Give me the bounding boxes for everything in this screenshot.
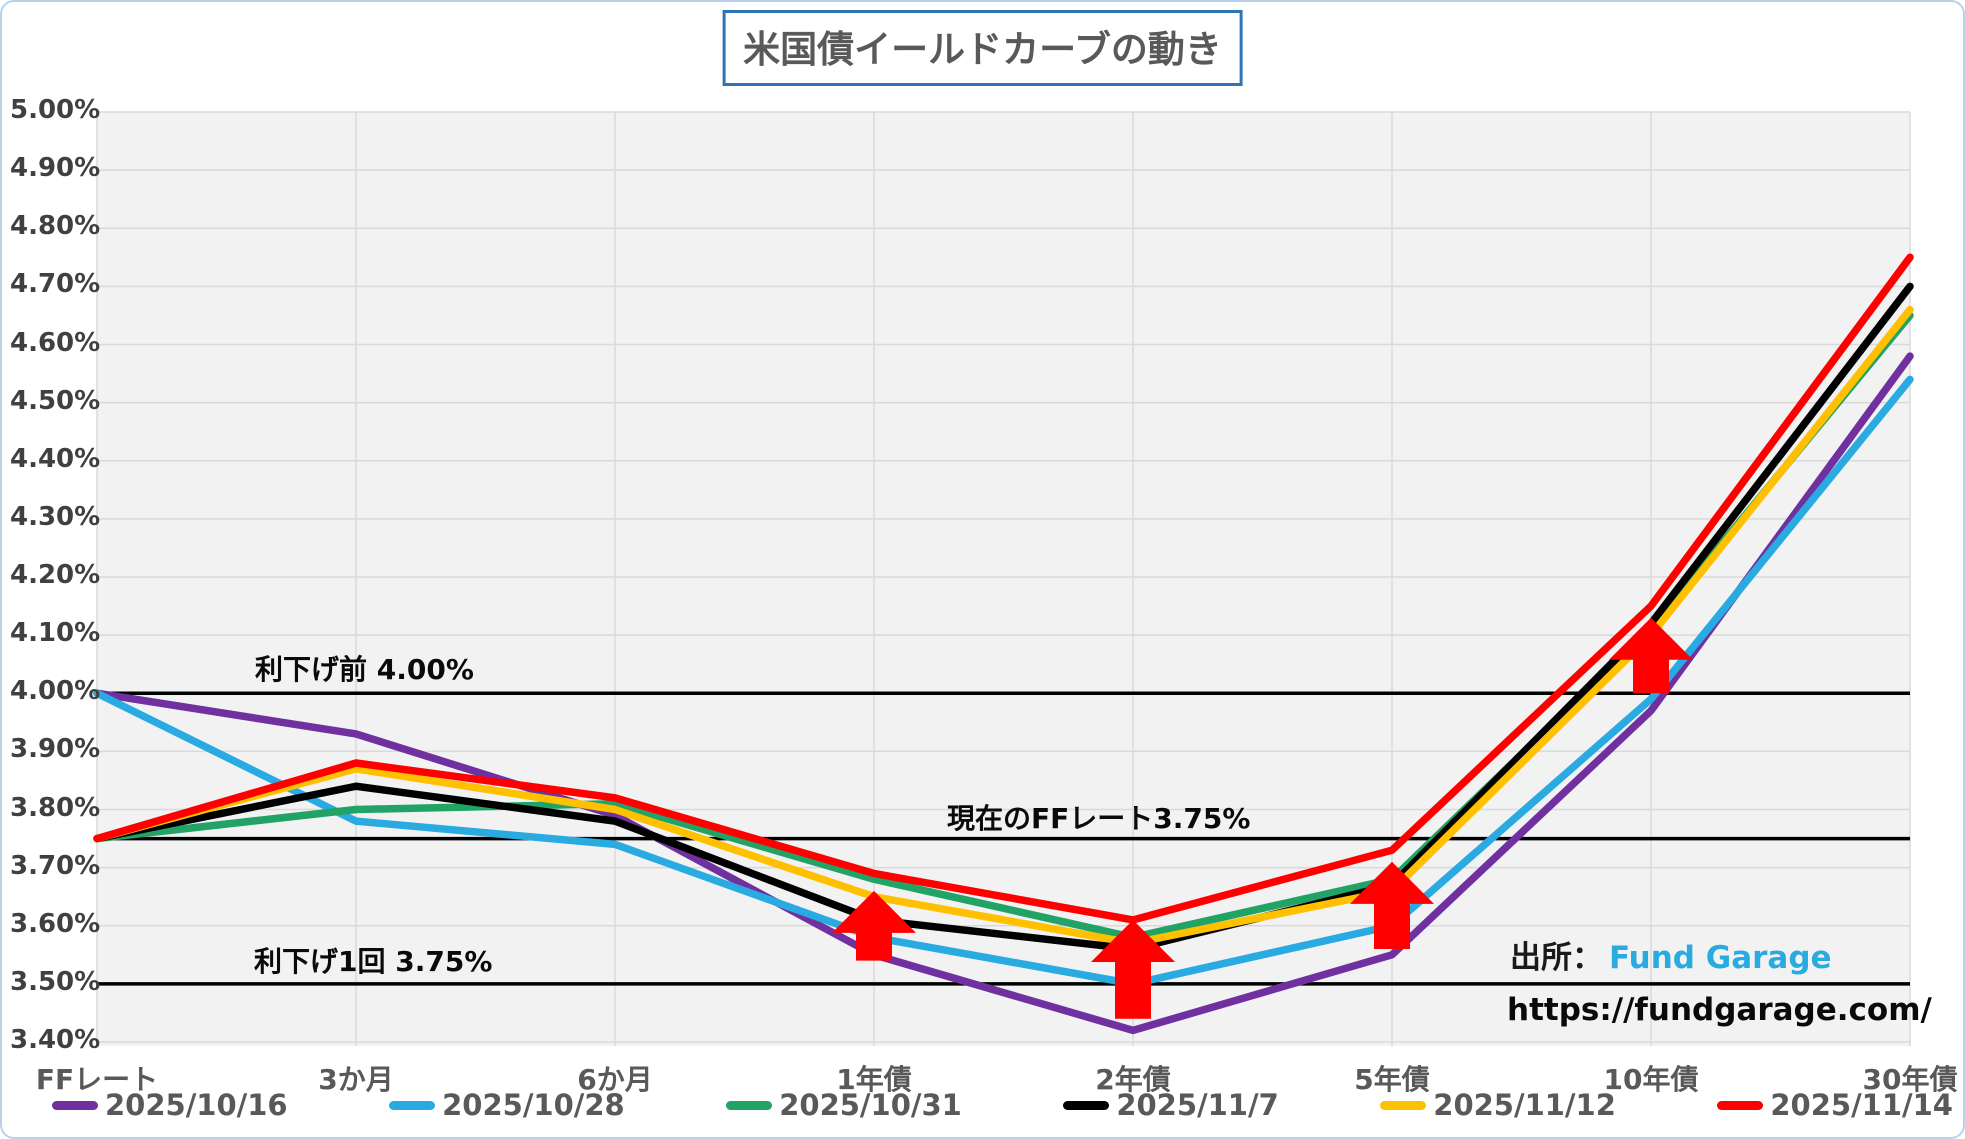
y-axis-label: 3.60% <box>10 908 101 939</box>
source-url: https://fundgarage.com/ <box>1507 992 1932 1028</box>
source-name: Fund Garage <box>1609 940 1832 976</box>
y-axis-label: 3.50% <box>10 966 101 997</box>
x-axis-label-6か月: 6か月 <box>577 1063 653 1096</box>
legend-item-2025-10-16: 2025/10/16 <box>52 1088 288 1122</box>
x-axis-label-5年債: 5年債 <box>1354 1063 1430 1096</box>
y-axis-label: 3.40% <box>10 1025 101 1055</box>
annotation-one-rate-cut: 利下げ1回 3.75% <box>254 945 493 978</box>
up-arrow-5年債 <box>1350 861 1434 949</box>
up-arrow-1年債 <box>832 890 916 961</box>
y-axis-label: 3.70% <box>10 850 101 881</box>
legend-item-2025-11-14: 2025/11/14 <box>1717 1088 1953 1122</box>
source-prefix: 出所： <box>1510 940 1603 976</box>
plot-background <box>97 112 1910 1046</box>
legend-label: 2025/10/31 <box>779 1088 962 1122</box>
series-line-2025-11-7 <box>93 282 1914 953</box>
legend-swatch <box>389 1100 436 1110</box>
x-axis-label-2年債: 2年債 <box>1095 1063 1171 1096</box>
legend-swatch <box>1717 1100 1764 1110</box>
y-axis-label: 4.60% <box>10 327 101 358</box>
legend: 2025/10/16 2025/10/28 2025/10/31 2025/11/7 2… <box>52 1088 1953 1122</box>
y-axis-label: 4.90% <box>10 153 101 184</box>
legend-item-2025-10-28: 2025/10/28 <box>389 1088 625 1122</box>
legend-item-2025-10-31: 2025/10/31 <box>726 1088 962 1122</box>
y-axis-label: 3.80% <box>10 792 101 823</box>
x-axis-label-FFレート: FFレート <box>35 1063 159 1096</box>
x-axis-label-1年債: 1年債 <box>836 1063 912 1096</box>
chart-title: 米国債イールドカーブの動き <box>722 10 1243 86</box>
y-axis-label: 4.20% <box>10 560 101 590</box>
y-axis-label: 4.50% <box>10 385 101 416</box>
series-line-2025-11-12 <box>93 305 1914 947</box>
x-axis-label-10年債: 10年債 <box>1603 1063 1699 1096</box>
legend-item-2025-11-12: 2025/11/12 <box>1380 1088 1616 1122</box>
y-axis-label: 4.00% <box>10 676 101 707</box>
annotation-before-rate-cut: 利下げ前 4.00% <box>255 653 474 686</box>
y-axis-label: 3.90% <box>10 734 101 765</box>
x-axis-label-3か月: 3か月 <box>318 1063 394 1096</box>
series-line-2025-10-28 <box>93 375 1914 988</box>
source-attribution: 出所： Fund Garage <box>1510 932 1832 977</box>
series-line-2025-10-16 <box>93 352 1914 1035</box>
legend-label: 2025/11/7 <box>1116 1088 1279 1122</box>
y-axis-label: 4.40% <box>10 443 101 474</box>
y-axis-label: 5.00% <box>10 95 101 125</box>
legend-swatch <box>52 1100 98 1110</box>
annotation-current-ff-rate: 現在のFFレート3.75% <box>947 802 1251 835</box>
legend-label: 2025/11/14 <box>1770 1088 1953 1122</box>
y-axis-label: 4.30% <box>10 501 101 532</box>
series-line-2025-11-14 <box>93 253 1914 924</box>
up-arrow-10年債 <box>1609 617 1693 694</box>
legend-swatch <box>1380 1100 1427 1110</box>
legend-item-2025-11-7: 2025/11/7 <box>1063 1088 1279 1122</box>
legend-label: 2025/11/12 <box>1433 1088 1616 1122</box>
legend-swatch <box>726 1100 773 1110</box>
y-axis-label: 4.70% <box>10 269 101 300</box>
chart-title-text: 米国債イールドカーブの動き <box>743 28 1222 71</box>
up-arrow-2年債 <box>1091 919 1175 1019</box>
y-axis-label: 4.80% <box>10 211 101 242</box>
legend-label: 2025/10/16 <box>105 1088 288 1122</box>
legend-label: 2025/10/28 <box>442 1088 625 1122</box>
legend-swatch <box>1063 1100 1110 1110</box>
x-axis-label-30年債: 30年債 <box>1862 1063 1958 1096</box>
y-axis-label: 4.10% <box>10 618 101 649</box>
